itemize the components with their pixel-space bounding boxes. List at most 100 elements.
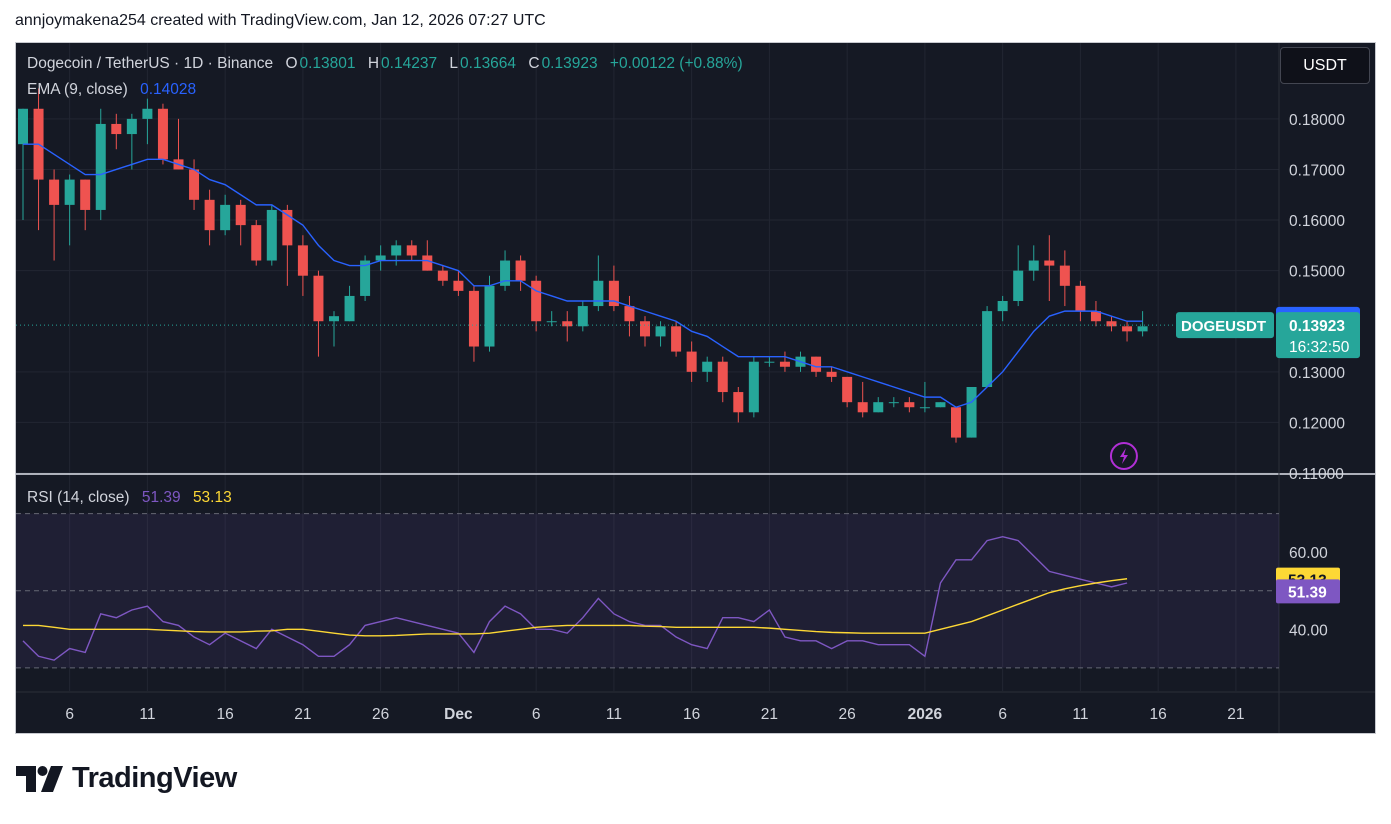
currency-label: USDT <box>1303 56 1347 74</box>
candle-body <box>764 361 775 363</box>
candle <box>484 275 495 352</box>
candle <box>64 174 75 246</box>
rsi-tag <box>1276 579 1340 604</box>
high-value: 0.14237 <box>381 55 438 72</box>
candle <box>297 235 308 296</box>
candle-body <box>360 260 371 296</box>
ema-label: EMA (9, close) <box>27 81 128 98</box>
candle-body <box>189 169 200 200</box>
candle-body <box>391 245 402 256</box>
chart-frame[interactable]: 0.18000 0.17000 0.16000 0.15000 0.13000 0.120… <box>15 42 1376 734</box>
currency-button[interactable]: USDT <box>1280 47 1370 84</box>
candle-body <box>562 321 573 327</box>
price-pane <box>16 88 1279 470</box>
candle-body <box>655 326 666 337</box>
lightning-icon <box>1109 442 1138 470</box>
candle <box>220 194 231 236</box>
candle-body <box>329 316 339 322</box>
candle-body <box>344 295 355 322</box>
rsi-legend[interactable]: RSI (14, close) 51.39 53.13 <box>27 489 234 507</box>
price-axis-label: 0.18000 <box>1289 112 1345 129</box>
candle-body <box>49 179 60 205</box>
candle <box>251 220 262 266</box>
candle-body <box>966 387 977 438</box>
ema-line <box>23 143 1143 409</box>
bar-countdown: 16:32:50 <box>1289 339 1350 356</box>
candle-body <box>157 108 168 160</box>
price-axis-label: 0.15000 <box>1289 264 1345 281</box>
candle <box>1013 245 1024 307</box>
candle <box>1028 245 1039 281</box>
candle-body <box>282 209 293 246</box>
ema-legend[interactable]: EMA (9, close) 0.14028 <box>27 81 198 99</box>
candle <box>857 381 868 418</box>
candle-body <box>468 290 479 347</box>
candle <box>842 376 853 408</box>
candle-body <box>220 204 231 231</box>
candle <box>1044 235 1055 301</box>
candle <box>608 265 619 312</box>
candle-body <box>437 270 448 281</box>
candle-body <box>1044 260 1055 266</box>
last-price-tag <box>1276 312 1360 359</box>
candle-body <box>297 245 308 276</box>
symbol-legend[interactable]: Dogecoin / TetherUS · 1D · Binance O 0.13… <box>27 55 745 73</box>
candle-body <box>546 321 557 323</box>
symbol-name[interactable]: Dogecoin / TetherUS · 1D · Binance <box>27 55 274 72</box>
candle-body <box>484 285 495 347</box>
candle <box>18 108 28 221</box>
chart-canvas[interactable]: 0.18000 0.17000 0.16000 0.15000 0.13000 0.120… <box>16 43 1375 733</box>
candle-body <box>126 118 137 135</box>
rsi-axis-label: 40.00 <box>1289 622 1328 639</box>
candle-body <box>951 407 961 438</box>
price-axis-label: 0.17000 <box>1289 162 1345 179</box>
candle <box>266 204 277 266</box>
candle-body <box>748 361 759 413</box>
candle-body <box>80 179 91 210</box>
candle <box>282 204 293 286</box>
candle-body <box>235 204 246 226</box>
candle <box>111 113 122 150</box>
close-value: 0.13923 <box>541 55 598 72</box>
candle <box>935 402 946 408</box>
candle <box>1059 250 1070 307</box>
rsi-pane <box>16 513 1279 669</box>
ema-value: 0.14028 <box>140 81 197 98</box>
candle-body <box>904 402 915 408</box>
axis-layer: 0.18000 0.17000 0.16000 0.15000 0.13000 0.120… <box>65 112 1360 723</box>
rsi-value: 51.39 <box>141 489 181 506</box>
price-axis-label: 0.12000 <box>1289 415 1345 432</box>
candle <box>1106 316 1117 332</box>
candle <box>873 397 884 413</box>
candle-body <box>266 209 277 261</box>
time-axis-label: 6 <box>65 706 74 723</box>
candle <box>468 285 479 362</box>
candle-body <box>1059 265 1070 286</box>
candle-body <box>375 255 386 261</box>
time-axis-label: 11 <box>606 706 622 723</box>
candle <box>437 265 448 286</box>
low-value: 0.13664 <box>460 55 517 72</box>
high-label: H <box>367 55 380 72</box>
candle-body <box>717 361 728 393</box>
close-label: C <box>528 55 540 72</box>
candle <box>344 285 355 322</box>
price-axis-label: 0.16000 <box>1289 213 1345 230</box>
candle-body <box>500 260 511 286</box>
candle <box>577 301 588 332</box>
candle-body <box>624 306 635 322</box>
tradingview-logo-icon <box>16 765 63 792</box>
last-price-tag-value: 0.13923 <box>1289 318 1345 335</box>
rsi-ma-line <box>23 578 1128 637</box>
tradingview-logo[interactable]: TradingView <box>16 762 237 795</box>
candle-body <box>1106 321 1117 327</box>
price-axis-label: 0.13000 <box>1289 365 1345 382</box>
candle-body <box>811 356 822 372</box>
candle <box>888 397 899 408</box>
time-axis-label: 2026 <box>908 706 943 723</box>
candle <box>826 366 837 382</box>
candle-body <box>935 402 946 408</box>
candle-body <box>608 280 619 307</box>
candle-body <box>733 392 744 413</box>
candle <box>764 356 775 367</box>
